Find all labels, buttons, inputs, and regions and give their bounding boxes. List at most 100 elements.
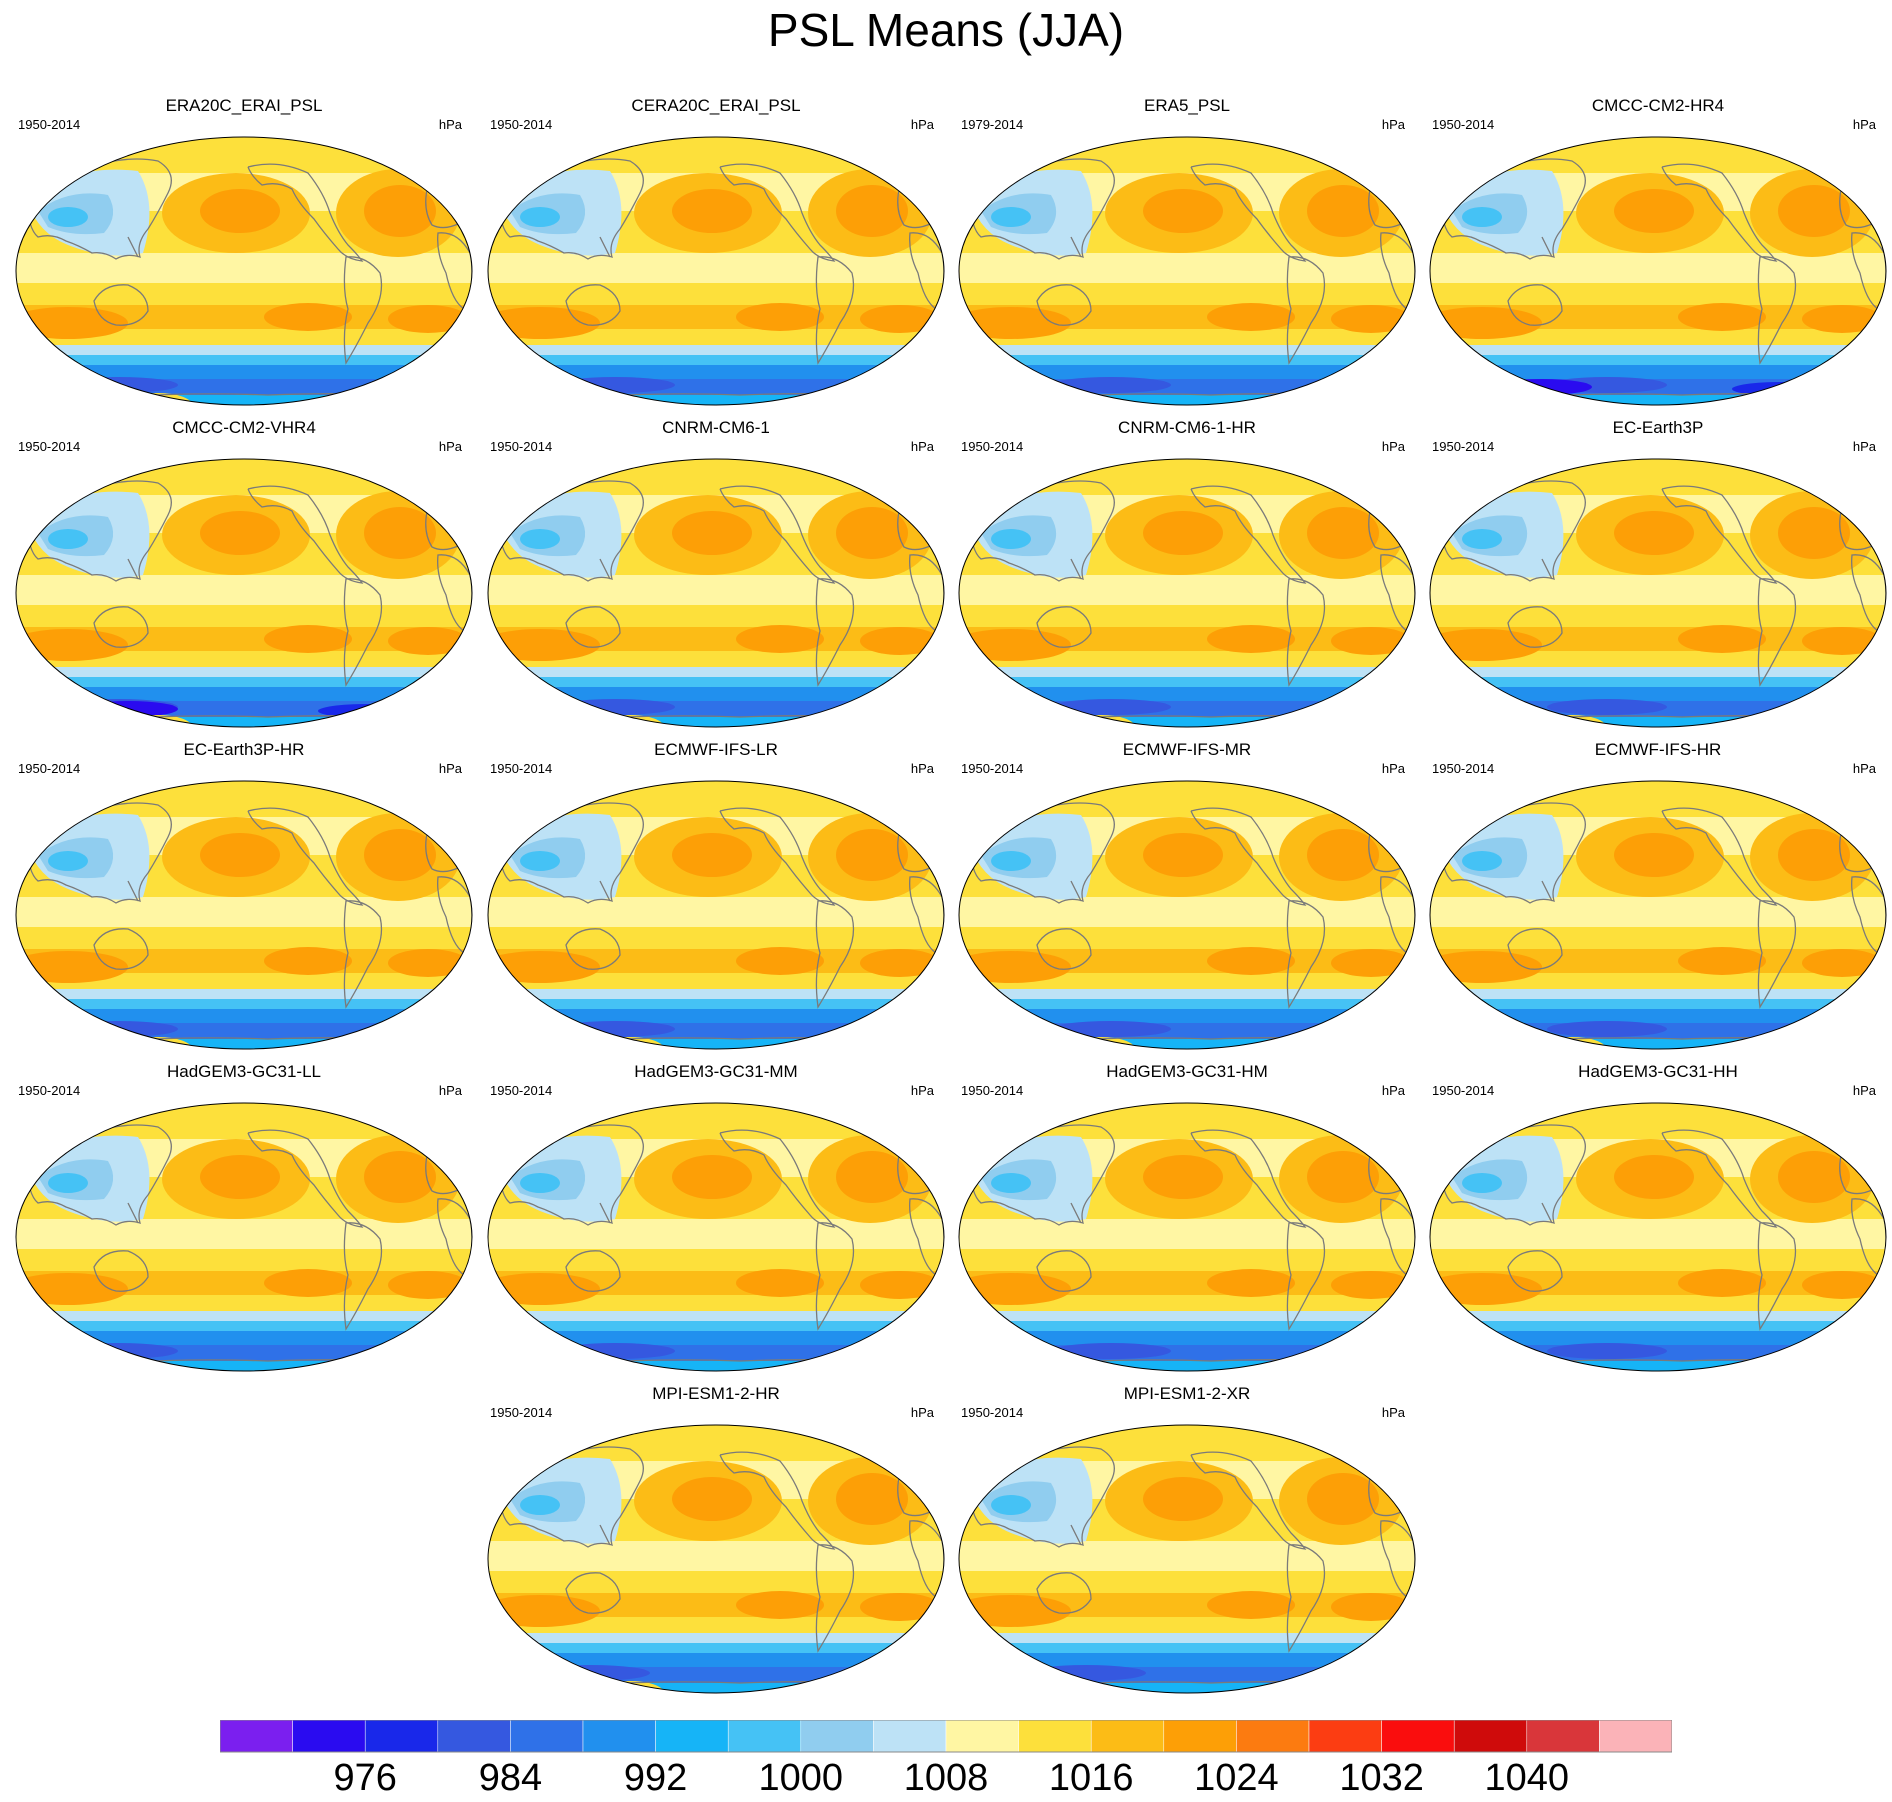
panel-title: CMCC-CM2-HR4 xyxy=(1591,96,1725,115)
figure-title: PSL Means (JJA) xyxy=(767,4,1125,56)
psl-map xyxy=(15,458,473,728)
colorbar-tick-label: 1024 xyxy=(1194,1757,1279,1799)
colorbar-box xyxy=(1453,1720,1528,1753)
panel-period: 1950-2014 xyxy=(961,1405,1024,1420)
map-panels-grid: ERA20C_ERAI_PSL 1950-2014 hPa CERA20C_ERAI_… xyxy=(8,95,1892,1698)
panel-units: hPa xyxy=(438,761,462,776)
psl-map xyxy=(958,1424,1416,1694)
colorbar-box xyxy=(1381,1720,1455,1753)
map-panel: ERA5_PSL 1979-2014 hPa xyxy=(951,95,1423,410)
map-panel: HadGEM3-GC31-MM 1950-2014 hPa xyxy=(480,1061,952,1376)
panel-units: hPa xyxy=(1852,117,1876,132)
colorbar-box xyxy=(1599,1720,1672,1753)
panel-period: 1950-2014 xyxy=(490,117,553,132)
panel-title: EC-Earth3P-HR xyxy=(183,740,305,759)
panel-title: CNRM-CM6-1-HR xyxy=(1118,418,1256,437)
panel-title: ERA20C_ERAI_PSL xyxy=(165,96,323,115)
panel-title: CNRM-CM6-1 xyxy=(662,418,770,437)
panel-period: 1979-2014 xyxy=(961,117,1024,132)
colorbar-box xyxy=(800,1720,874,1753)
psl-map xyxy=(15,136,473,406)
panel-period: 1950-2014 xyxy=(961,439,1024,454)
panel-units: hPa xyxy=(1381,1083,1405,1098)
panel-period: 1950-2014 xyxy=(18,439,81,454)
colorbar-box xyxy=(220,1720,293,1753)
map-panel: CNRM-CM6-1-HR 1950-2014 hPa xyxy=(951,417,1423,732)
panel-title: CMCC-CM2-VHR4 xyxy=(172,418,316,437)
panel-title: HadGEM3-GC31-LL xyxy=(166,1062,321,1081)
colorbar-box xyxy=(292,1720,366,1753)
map-panel: CNRM-CM6-1 1950-2014 hPa xyxy=(480,417,952,732)
psl-map xyxy=(487,136,945,406)
map-panel: HadGEM3-GC31-HM 1950-2014 hPa xyxy=(951,1061,1423,1376)
colorbar-box xyxy=(655,1720,729,1753)
psl-map xyxy=(15,1102,473,1372)
psl-map xyxy=(1429,1102,1887,1372)
panel-title: MPI-ESM1-2-XR xyxy=(1123,1384,1251,1403)
psl-map xyxy=(487,1102,945,1372)
panel-title: ECMWF-IFS-LR xyxy=(654,740,778,759)
panel-period: 1950-2014 xyxy=(490,761,553,776)
psl-map xyxy=(1429,136,1887,406)
psl-map xyxy=(1429,458,1887,728)
colorbar: 976 984 992 1000 1008 1016 1024 1032 1040 xyxy=(220,1720,1672,1799)
panel-units: hPa xyxy=(910,1083,934,1098)
map-panel: CMCC-CM2-VHR4 1950-2014 hPa xyxy=(8,417,480,732)
panel-period: 1950-2014 xyxy=(490,439,553,454)
panel-units: hPa xyxy=(438,1083,462,1098)
colorbar-box xyxy=(1308,1720,1382,1753)
panel-units: hPa xyxy=(1381,439,1405,454)
colorbar-box xyxy=(1018,1720,1092,1753)
panel-title: HadGEM3-GC31-HM xyxy=(1106,1062,1268,1081)
panel-period: 1950-2014 xyxy=(961,761,1024,776)
map-panel: ECMWF-IFS-LR 1950-2014 hPa xyxy=(480,739,952,1054)
panel-units: hPa xyxy=(1852,439,1876,454)
colorbar-box xyxy=(727,1720,802,1753)
psl-map xyxy=(958,458,1416,728)
colorbar-box xyxy=(582,1720,656,1753)
panel-period: 1950-2014 xyxy=(490,1405,553,1420)
map-panel: MPI-ESM1-2-XR 1950-2014 hPa xyxy=(951,1383,1423,1698)
colorbar-box xyxy=(1163,1720,1237,1753)
psl-map xyxy=(1429,780,1887,1050)
panel-units: hPa xyxy=(910,117,934,132)
panel-units: hPa xyxy=(910,439,934,454)
panel-title: CERA20C_ERAI_PSL xyxy=(631,96,801,115)
panel-period: 1950-2014 xyxy=(490,1083,553,1098)
panel-units: hPa xyxy=(1381,761,1405,776)
colorbar-tick-label: 992 xyxy=(624,1757,687,1799)
colorbar-box xyxy=(945,1720,1019,1753)
panel-title: HadGEM3-GC31-HH xyxy=(1578,1062,1738,1081)
panel-units: hPa xyxy=(438,439,462,454)
panel-units: hPa xyxy=(1852,1083,1876,1098)
panel-period: 1950-2014 xyxy=(1432,1083,1495,1098)
psl-map xyxy=(487,1424,945,1694)
panel-units: hPa xyxy=(1381,1405,1405,1420)
colorbar-tick-label: 984 xyxy=(479,1757,542,1799)
psl-map xyxy=(958,780,1416,1050)
map-panel: EC-Earth3P-HR 1950-2014 hPa xyxy=(8,739,480,1054)
colorbar-tick-label: 976 xyxy=(333,1757,396,1799)
map-panel: HadGEM3-GC31-HH 1950-2014 hPa xyxy=(1422,1061,1892,1376)
panel-units: hPa xyxy=(438,117,462,132)
panel-title: EC-Earth3P xyxy=(1612,418,1704,437)
map-panel: ERA20C_ERAI_PSL 1950-2014 hPa xyxy=(8,95,480,410)
colorbar-box xyxy=(873,1720,947,1753)
panel-units: hPa xyxy=(1852,761,1876,776)
psl-map xyxy=(487,458,945,728)
map-panel: CMCC-CM2-HR4 1950-2014 hPa xyxy=(1422,95,1892,410)
colorbar-box xyxy=(364,1720,439,1753)
panel-title: HadGEM3-GC31-MM xyxy=(634,1062,798,1081)
colorbar-box xyxy=(1236,1720,1310,1753)
panel-period: 1950-2014 xyxy=(18,1083,81,1098)
colorbar-tick-label: 1032 xyxy=(1339,1757,1424,1799)
panel-title: ECMWF-IFS-MR xyxy=(1122,740,1252,759)
panel-period: 1950-2014 xyxy=(1432,117,1495,132)
map-panel: ECMWF-IFS-HR 1950-2014 hPa xyxy=(1422,739,1892,1054)
panel-title: ECMWF-IFS-HR xyxy=(1594,740,1722,759)
map-panel: HadGEM3-GC31-LL 1950-2014 hPa xyxy=(8,1061,480,1376)
panel-units: hPa xyxy=(910,1405,934,1420)
psl-map xyxy=(487,780,945,1050)
psl-map xyxy=(15,780,473,1050)
panel-period: 1950-2014 xyxy=(1432,439,1495,454)
